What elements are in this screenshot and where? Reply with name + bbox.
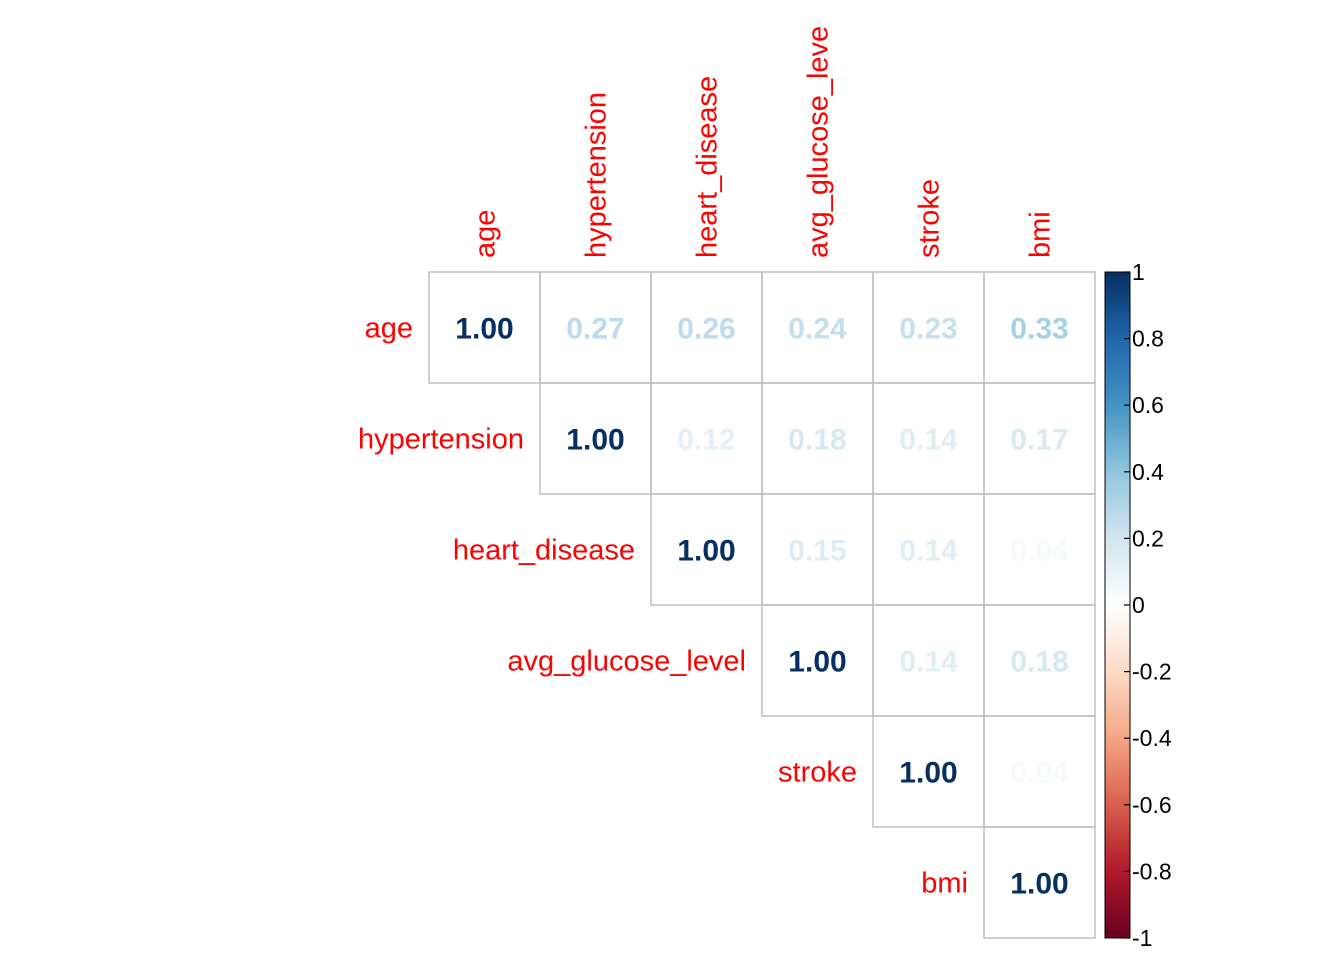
color-legend-tick-label: -1 bbox=[1132, 925, 1152, 951]
cell-value-bmi-bmi: 1.00 bbox=[1010, 868, 1068, 901]
cell-value-heart_disease-avg_glucose_level: 0.15 bbox=[788, 535, 846, 568]
row-label-stroke: stroke bbox=[778, 757, 857, 789]
cell-value-age-heart_disease: 0.26 bbox=[677, 313, 735, 346]
row-label-avg_glucose_level: avg_glucose_level bbox=[507, 646, 746, 678]
color-legend-tick-label: 0.6 bbox=[1132, 392, 1164, 418]
grid-cell bbox=[983, 826, 1096, 939]
color-legend-tick-label: 0 bbox=[1132, 592, 1145, 618]
column-label-age: age bbox=[470, 210, 502, 258]
grid-lines bbox=[428, 271, 1096, 939]
column-label-stroke: stroke bbox=[914, 179, 946, 258]
cell-value-age-age: 1.00 bbox=[455, 313, 513, 346]
cell-value-age-avg_glucose_level: 0.24 bbox=[788, 313, 847, 346]
column-label-heart_disease: heart_disease bbox=[692, 76, 724, 258]
cell-value-avg_glucose_level-avg_glucose_level: 1.00 bbox=[788, 646, 846, 679]
color-legend-tick-label: 0.4 bbox=[1132, 459, 1164, 485]
cell-value-hypertension-heart_disease: 0.12 bbox=[677, 424, 735, 457]
column-labels: age hypertension heart_disease avg_glucose_… bbox=[470, 26, 1057, 258]
color-legend-tick-label: 1 bbox=[1132, 259, 1145, 285]
column-label-avg_glucose_level: avg_glucose_leve bbox=[803, 26, 835, 258]
cell-value-hypertension-avg_glucose_level: 0.18 bbox=[788, 424, 846, 457]
color-legend: 1 0.8 0.6 0.4 0.2 0 -0.2 -0.4 -0.6 -0.8 -1 bbox=[1104, 259, 1172, 951]
row-label-hypertension: hypertension bbox=[358, 424, 524, 456]
cell-value-age-hypertension: 0.27 bbox=[566, 313, 624, 346]
cell-value-age-bmi: 0.33 bbox=[1010, 313, 1068, 346]
cell-value-hypertension-stroke: 0.14 bbox=[899, 424, 958, 457]
color-legend-tick-label: 0.2 bbox=[1132, 525, 1164, 551]
cell-value-stroke-stroke: 1.00 bbox=[899, 757, 957, 790]
cell-value-avg_glucose_level-bmi: 0.18 bbox=[1010, 646, 1068, 679]
cell-value-age-stroke: 0.23 bbox=[899, 313, 957, 346]
row-label-bmi: bmi bbox=[921, 868, 968, 900]
cell-value-heart_disease-bmi: 0.04 bbox=[1010, 535, 1069, 568]
row-labels: age hypertension heart_disease avg_glucose_… bbox=[358, 313, 968, 900]
cell-value-heart_disease-stroke: 0.14 bbox=[899, 535, 958, 568]
color-legend-tick-label: -0.8 bbox=[1132, 858, 1172, 884]
cell-value-hypertension-hypertension: 1.00 bbox=[566, 424, 624, 457]
row-label-age: age bbox=[365, 313, 413, 345]
cell-values: 1.00 0.27 0.26 0.24 0.23 0.33 1.00 0.12 0.18 0.14… bbox=[455, 313, 1069, 901]
color-legend-tick-label: -0.2 bbox=[1132, 659, 1172, 685]
column-label-bmi: bmi bbox=[1025, 211, 1057, 258]
color-legend-tick-label: -0.4 bbox=[1132, 725, 1172, 751]
cell-value-avg_glucose_level-stroke: 0.14 bbox=[899, 646, 958, 679]
row-label-heart_disease: heart_disease bbox=[453, 535, 635, 567]
cell-value-stroke-bmi: 0.04 bbox=[1010, 757, 1069, 790]
column-label-hypertension: hypertension bbox=[581, 92, 613, 258]
cell-value-hypertension-bmi: 0.17 bbox=[1010, 424, 1068, 457]
cell-value-heart_disease-heart_disease: 1.00 bbox=[677, 535, 735, 568]
color-legend-tick-label: 0.8 bbox=[1132, 326, 1164, 352]
color-legend-tick-label: -0.6 bbox=[1132, 792, 1172, 818]
